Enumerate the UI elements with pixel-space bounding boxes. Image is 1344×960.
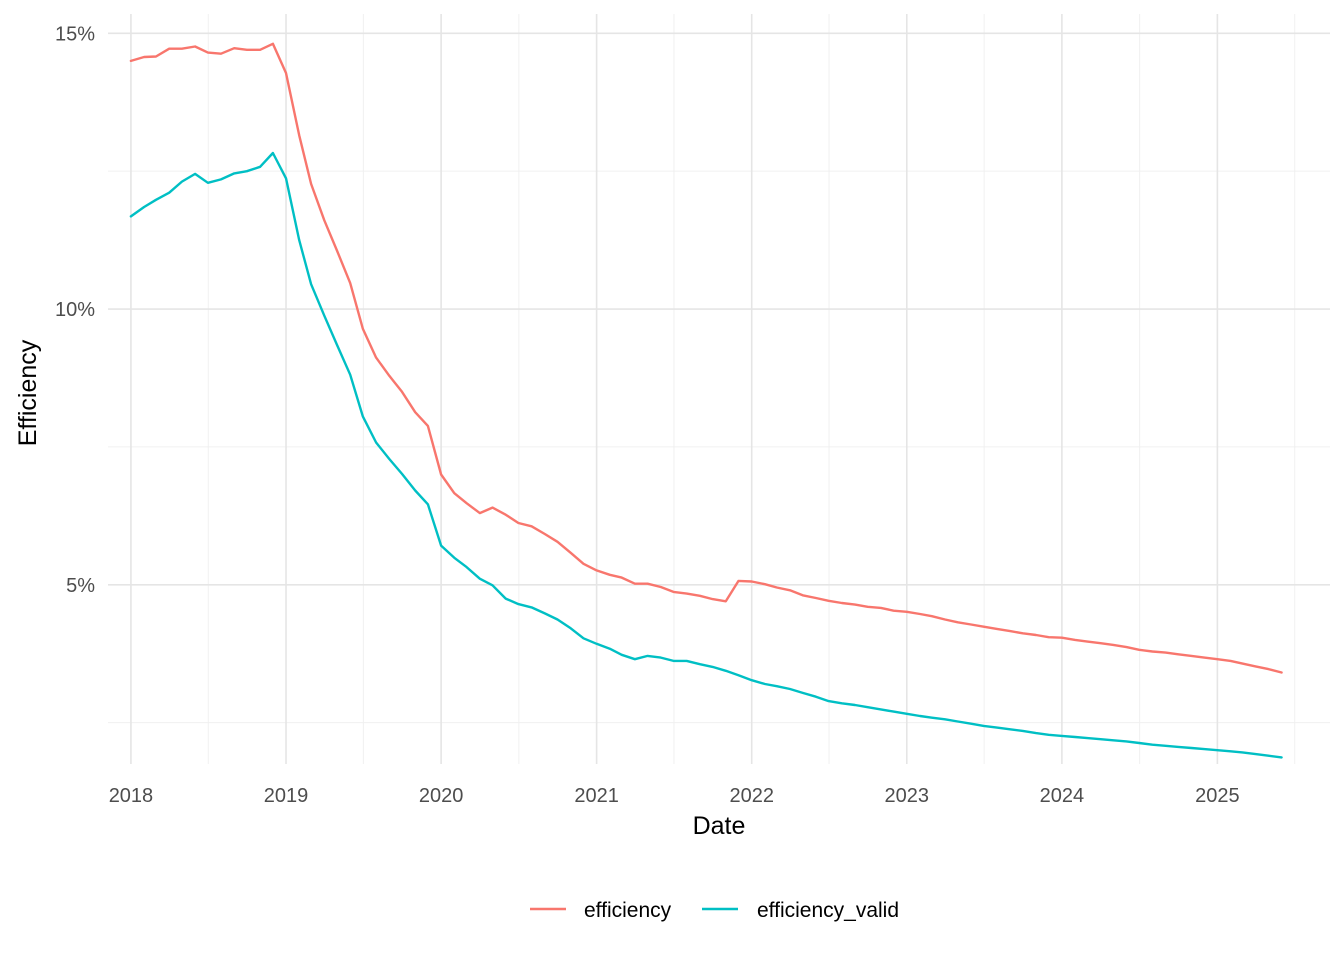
y-tick-label: 10% xyxy=(55,299,95,321)
x-tick-label: 2023 xyxy=(885,785,930,807)
y-axis-title: Efficiency xyxy=(14,339,42,446)
major-gridlines xyxy=(108,14,1330,764)
y-axis-tick-labels: 5% 10% 15% xyxy=(55,23,95,596)
series-lines xyxy=(129,42,1283,759)
series-line-efficiency xyxy=(129,42,1283,674)
legend: efficiency efficiency_valid xyxy=(530,899,899,922)
x-tick-label: 2020 xyxy=(419,785,464,807)
y-tick-label: 5% xyxy=(66,575,95,597)
y-tick-label: 15% xyxy=(55,23,95,45)
x-axis-tick-labels: 2018 2019 2020 2021 2022 2023 2024 2025 xyxy=(109,785,1240,807)
x-tick-label: 2021 xyxy=(574,785,619,807)
series-line-efficiency-valid xyxy=(129,151,1283,759)
x-tick-label: 2018 xyxy=(109,785,154,807)
x-tick-label: 2025 xyxy=(1195,785,1240,807)
minor-gridlines xyxy=(108,14,1330,764)
x-tick-label: 2024 xyxy=(1040,785,1085,807)
legend-label-efficiency-valid: efficiency_valid xyxy=(757,899,899,922)
x-tick-label: 2019 xyxy=(264,785,309,807)
x-axis-title: Date xyxy=(693,812,746,840)
x-tick-label: 2022 xyxy=(729,785,774,807)
legend-label-efficiency: efficiency xyxy=(584,899,672,922)
